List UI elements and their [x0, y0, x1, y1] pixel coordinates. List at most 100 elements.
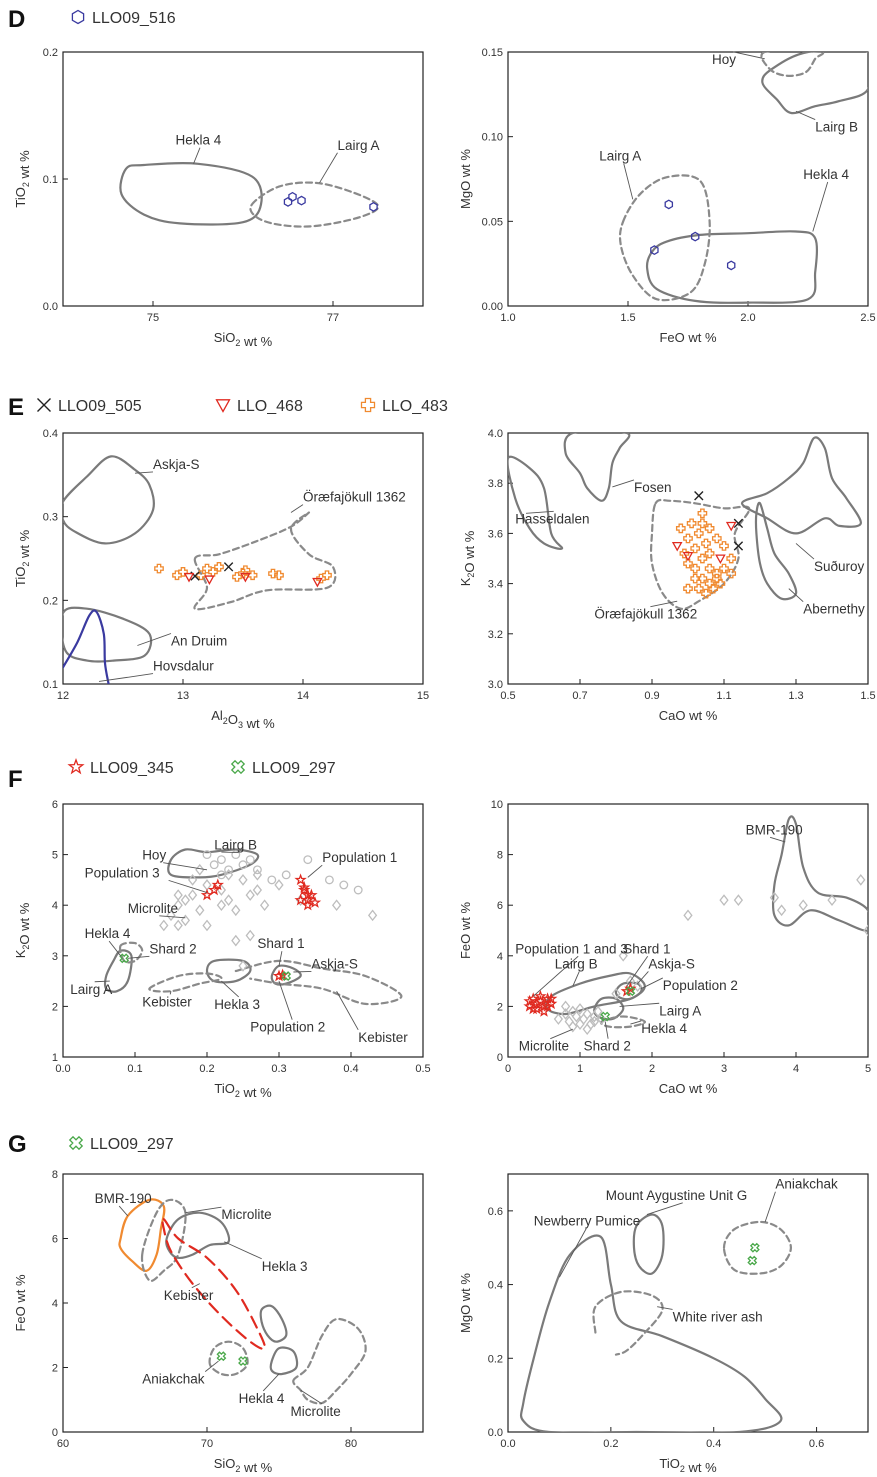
- data-point: [593, 1005, 603, 1018]
- x-axis-label: CaO wt %: [659, 1081, 718, 1096]
- x-axis-label: TiO2 wt %: [214, 1081, 272, 1100]
- x-axis-label: TiO2 wt %: [659, 1456, 717, 1475]
- envelope-lairg-a: [249, 181, 380, 228]
- annotation-label: Hekla 4: [239, 1391, 285, 1406]
- data-point: [715, 578, 726, 589]
- annotation-label: Population 1: [322, 850, 397, 865]
- data-point: [267, 875, 277, 885]
- data-point: [238, 568, 248, 579]
- y-tick-label: 0.15: [482, 47, 503, 59]
- data-point: [664, 199, 674, 210]
- annotation-label: Fosen: [634, 480, 672, 495]
- x-tick-label: 0: [505, 1063, 511, 1075]
- x-tick-label: 1.5: [860, 690, 875, 702]
- data-point: [776, 904, 787, 917]
- envelope-microlite-dashed-2: [208, 1340, 249, 1377]
- data-point: [322, 570, 332, 581]
- data-point: [733, 541, 744, 551]
- data-point: [683, 558, 693, 569]
- data-point: [216, 899, 227, 912]
- y-axis-label: K2O wt %: [458, 530, 477, 586]
- data-point: [683, 583, 693, 594]
- y-tick-label: 0.10: [482, 132, 503, 144]
- annotation-leader: [204, 1360, 219, 1372]
- x-tick-label: 75: [147, 312, 159, 324]
- x-tick-label: 0.9: [644, 690, 659, 702]
- data-point: [231, 904, 241, 917]
- data-point: [339, 880, 349, 890]
- data-point: [178, 567, 188, 577]
- y-tick-label: 3.8: [488, 478, 503, 490]
- data-point: [195, 863, 205, 876]
- annotation-leader: [532, 955, 579, 997]
- data-point: [798, 899, 808, 912]
- envelope-mount-aygustine-unit-g: [632, 1213, 665, 1275]
- data-point: [245, 855, 255, 865]
- data-point: [208, 567, 218, 577]
- data-point: [303, 855, 313, 865]
- annotation-leader: [550, 1028, 573, 1040]
- data-point: [154, 563, 164, 574]
- envelope-fosen: [563, 433, 631, 502]
- data-point: [697, 573, 708, 584]
- data-point: [544, 992, 558, 1005]
- chart-e2: 0.5 0.7 0.9 1.1 1.3 1.5 3.0 3.2 3.4 3.6 3.8 4.0 CaO …: [458, 428, 876, 723]
- legend-marker: [215, 399, 231, 413]
- chart-f1: 0.0 0.1 0.2 0.3 0.4 0.5 1 2 3 4 5 6 TiO2 wt % K2O wt …: [8, 757, 431, 1100]
- x-tick-label: 0.7: [572, 690, 587, 702]
- envelope--r-faj-kull-1362: [193, 511, 337, 611]
- data-point: [297, 195, 306, 206]
- y-tick-label: 0: [497, 1052, 503, 1064]
- x-tick-label: 1.3: [788, 690, 803, 702]
- envelope-white-river-ash: [592, 1290, 664, 1356]
- annotation-leader: [769, 836, 786, 843]
- data-point: [632, 980, 643, 993]
- annotation-leader: [191, 1283, 201, 1289]
- legend-marker: [37, 398, 51, 412]
- legend-marker: [71, 9, 85, 25]
- data-point: [560, 1000, 571, 1013]
- data-point: [526, 1002, 540, 1015]
- data-point: [683, 533, 693, 544]
- data-point: [534, 989, 547, 1002]
- data-point: [704, 548, 715, 559]
- data-point: [697, 518, 708, 529]
- data-point: [294, 873, 307, 886]
- annotation-label: Shard 1: [623, 941, 670, 956]
- data-point: [856, 874, 866, 886]
- annotation-label: Lairg A: [659, 1003, 701, 1018]
- legend-label: LLO09_297: [252, 760, 336, 777]
- annotation-label: Hekla 4: [176, 133, 222, 148]
- legend-marker: [360, 397, 376, 413]
- annotation-label: Hovsdalur: [153, 659, 214, 674]
- data-point: [173, 919, 183, 932]
- annotation-leader: [572, 971, 580, 987]
- x-tick-label: 15: [417, 690, 429, 702]
- data-point: [650, 245, 659, 256]
- chart-f2: 0 1 2 3 4 5 0 2 4 6 8 10 CaO wt % FeO wt % BMR-190 Popu…: [458, 799, 871, 1096]
- data-point: [173, 899, 183, 912]
- annotation-label: Lairg A: [338, 138, 380, 153]
- chart-d1: 75 77 0.0 0.1 0.2 SiO2 wt % TiO2 wt % Hekla 4 La…: [8, 6, 424, 349]
- annotation-leader: [619, 1002, 660, 1007]
- envelope-microlite: [140, 1198, 187, 1283]
- annotation-label: White river ash: [673, 1309, 763, 1324]
- annotation-label: Öræfajökull 1362: [594, 607, 697, 622]
- annotation-leader: [612, 479, 635, 488]
- annotation-leader: [278, 951, 283, 967]
- x-tick-label: 3: [721, 1063, 727, 1075]
- envelope-hovsdalur: [63, 609, 110, 684]
- x-tick-label: 0.3: [271, 1063, 286, 1075]
- data-point: [288, 191, 297, 202]
- data-point: [353, 885, 363, 895]
- data-point: [697, 553, 708, 564]
- annotation-leader: [319, 152, 338, 184]
- data-point: [367, 909, 378, 922]
- plot-frame: [507, 51, 869, 307]
- annotation-leader: [637, 971, 649, 984]
- y-tick-label: 2: [497, 1001, 503, 1013]
- annotation-leader: [788, 588, 804, 603]
- y-tick-label: 4: [52, 900, 58, 912]
- data-point: [211, 878, 225, 891]
- y-tick-label: 6: [52, 1234, 58, 1246]
